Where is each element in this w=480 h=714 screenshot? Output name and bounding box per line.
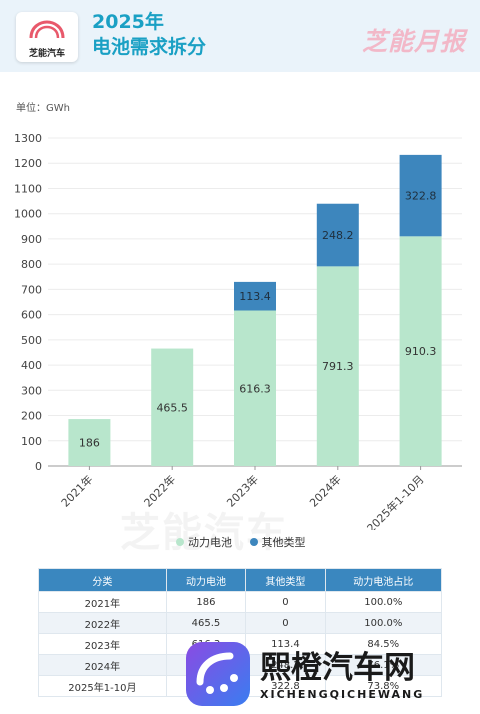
table-header-cell: 动力电池占比 <box>324 568 443 592</box>
x-tick-label: 2023年 <box>224 472 261 509</box>
bar-segment-power <box>234 310 276 466</box>
y-tick-label: 400 <box>21 359 42 372</box>
table-cell: 2023年 <box>38 633 167 655</box>
y-tick-label: 0 <box>35 460 42 473</box>
bar-segment-power <box>399 236 442 466</box>
table-row: 2022年 465.5 0 100.0% <box>38 612 443 634</box>
table-cell: 2022年 <box>38 612 167 634</box>
legend-label-other: 其他类型 <box>261 536 306 549</box>
watermark-center: 芝能汽车 <box>120 510 288 556</box>
table-cell: 2025年1-10月 <box>38 675 167 697</box>
data-label: 186 <box>79 437 100 450</box>
table-cell: 2021年 <box>38 591 167 613</box>
overlay-subtitle: XICHENGQICHEWANG <box>260 688 425 701</box>
data-label: 791.3 <box>322 360 354 373</box>
data-label: 113.4 <box>239 290 271 303</box>
y-tick-label: 500 <box>21 334 42 347</box>
data-table: 分类 动力电池 其他类型 动力电池占比 2021年 186 0 100.0% 2… <box>38 568 443 697</box>
legend-item-power: 动力电池 <box>176 534 232 550</box>
table-cell: 76.1% <box>324 654 443 676</box>
data-label: 465.5 <box>156 401 188 414</box>
table-cell: 100.0% <box>324 612 443 634</box>
x-tick-label: 2024年 <box>306 472 343 509</box>
bar-segment-other <box>399 154 442 237</box>
x-tick-label: 2022年 <box>141 472 178 509</box>
table-cell: 0 <box>245 612 326 634</box>
data-label: 616.3 <box>239 382 271 395</box>
data-label: 910.3 <box>405 345 437 358</box>
table-cell: 0 <box>245 591 326 613</box>
app-logo-icon <box>186 642 250 706</box>
table-row: 2025年1-10月 910.3 322.8 73.8% <box>38 675 443 697</box>
legend-item-other: 其他类型 <box>249 534 306 550</box>
x-tick-label: 2021年 <box>58 472 95 509</box>
title-line-2: 电池需求拆分 <box>92 36 207 58</box>
table-header-cell: 其他类型 <box>245 568 326 592</box>
bar-segment-other <box>234 281 276 311</box>
bar-segment-power <box>316 266 359 466</box>
table-cell: 2024年 <box>38 654 167 676</box>
page-title: 2025年 电池需求拆分 <box>92 10 206 60</box>
y-tick-label: 100 <box>21 435 42 448</box>
title-line-1: 2025年 <box>92 11 164 33</box>
logo: 芝能汽车 <box>16 12 78 62</box>
legend-label-power: 动力电池 <box>188 536 232 549</box>
y-tick-label: 600 <box>21 309 42 322</box>
y-tick-label: 900 <box>21 233 42 246</box>
data-label: 248.2 <box>322 229 354 242</box>
table-cell: 73.8% <box>324 675 443 697</box>
y-tick-label: 1300 <box>14 132 42 145</box>
y-tick-label: 300 <box>21 384 42 397</box>
logo-text: 芝能汽车 <box>28 49 65 59</box>
legend-swatch-power <box>176 538 184 546</box>
y-tick-label: 200 <box>21 410 42 423</box>
table-cell: 465.5 <box>165 612 247 634</box>
y-tick-label: 800 <box>21 258 42 271</box>
bar-segment-other <box>316 203 359 267</box>
x-tick-label: 2025年1-10月 <box>364 472 427 530</box>
table-header-cell: 动力电池 <box>165 568 247 592</box>
y-tick-label: 1000 <box>14 208 42 221</box>
stacked-bar-chart: 0 100 200 300 400 500 600 700 800 900 1000 1100 1200… <box>14 132 462 530</box>
bar-segment-power <box>68 419 111 466</box>
y-tick-label: 1200 <box>14 157 42 170</box>
table-header-cell: 分类 <box>38 568 167 592</box>
y-tick-label: 1100 <box>14 182 42 195</box>
logo-car-icon <box>29 20 65 39</box>
table-header-row: 分类 动力电池 其他类型 动力电池占比 <box>38 568 443 592</box>
table-cell: 100.0% <box>324 591 443 613</box>
legend-swatch-other <box>249 538 258 546</box>
chart-legend: 动力电池 其他类型 <box>176 534 320 550</box>
bar-segment-power <box>151 348 194 466</box>
table-cell: 186 <box>165 591 247 613</box>
table-row: 2021年 186 0 100.0% <box>38 591 443 613</box>
unit-label: 单位：GWh <box>16 103 70 114</box>
watermark-overlay: 熙橙汽车网 XICHENGQICHEWANG <box>186 640 480 714</box>
overlay-title: 熙橙汽车网 <box>260 650 415 686</box>
table-row: 2024年 791.3 248.2 76.1% <box>38 654 443 676</box>
brand-logo-text: 芝能月报 <box>361 27 466 56</box>
data-label: 322.8 <box>405 190 437 203</box>
y-tick-label: 700 <box>21 283 42 296</box>
header-banner: 芝能汽车 2025年 电池需求拆分 芝能月报 <box>0 0 480 72</box>
table-cell: 322.8 <box>245 675 326 697</box>
